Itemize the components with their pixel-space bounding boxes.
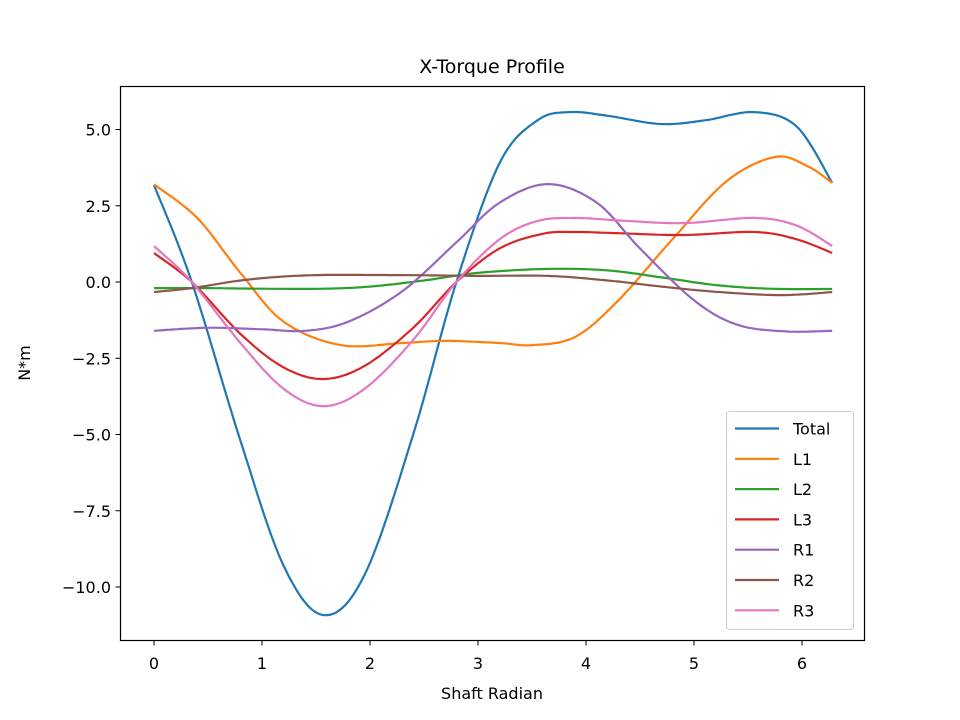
y-tick-label: −7.5 xyxy=(72,502,111,521)
legend-label-l1: L1 xyxy=(793,450,812,469)
y-tick-label: 0.0 xyxy=(86,273,111,292)
series-line-r1 xyxy=(153,183,833,333)
y-tick-label: 2.5 xyxy=(86,197,111,216)
legend-label-r3: R3 xyxy=(793,601,814,620)
series-line-l3 xyxy=(153,230,833,381)
y-axis-ticks: 5.0 2.5 0.0 −2.5 −5.0 −7.5 −10.0 xyxy=(62,121,121,597)
x-tick-label: 0 xyxy=(149,654,159,673)
plot-lines xyxy=(152,110,834,617)
x-axis-label: Shaft Radian xyxy=(441,684,543,703)
y-tick-label: 5.0 xyxy=(86,121,111,140)
x-tick-label: 1 xyxy=(257,654,267,673)
x-tick-label: 3 xyxy=(473,654,483,673)
x-axis-ticks: 0 1 2 3 4 5 6 xyxy=(149,640,807,673)
x-tick-label: 6 xyxy=(797,654,807,673)
chart-title: X-Torque Profile xyxy=(419,56,565,78)
legend-label-total: Total xyxy=(792,420,830,439)
y-tick-label: −5.0 xyxy=(72,426,111,445)
y-tick-label: −2.5 xyxy=(72,349,111,368)
y-axis-label: N*m xyxy=(15,345,34,381)
legend-label-l2: L2 xyxy=(793,480,812,499)
series-line-r2 xyxy=(153,273,833,297)
series-line-l1 xyxy=(153,155,833,348)
x-tick-label: 5 xyxy=(689,654,699,673)
legend: Total L1 L2 L3 R1 R2 R3 xyxy=(726,411,854,630)
series-line-l2 xyxy=(154,267,833,291)
legend-box xyxy=(726,411,854,630)
x-tick-label: 2 xyxy=(365,654,375,673)
series-line-total xyxy=(152,110,834,617)
legend-label-r1: R1 xyxy=(793,541,814,560)
axes-frame xyxy=(119,85,866,642)
legend-label-l3: L3 xyxy=(793,510,812,529)
series-line-r3 xyxy=(153,216,833,408)
x-tick-label: 4 xyxy=(581,654,591,673)
y-tick-label: −10.0 xyxy=(62,578,111,597)
legend-label-r2: R2 xyxy=(793,571,814,590)
